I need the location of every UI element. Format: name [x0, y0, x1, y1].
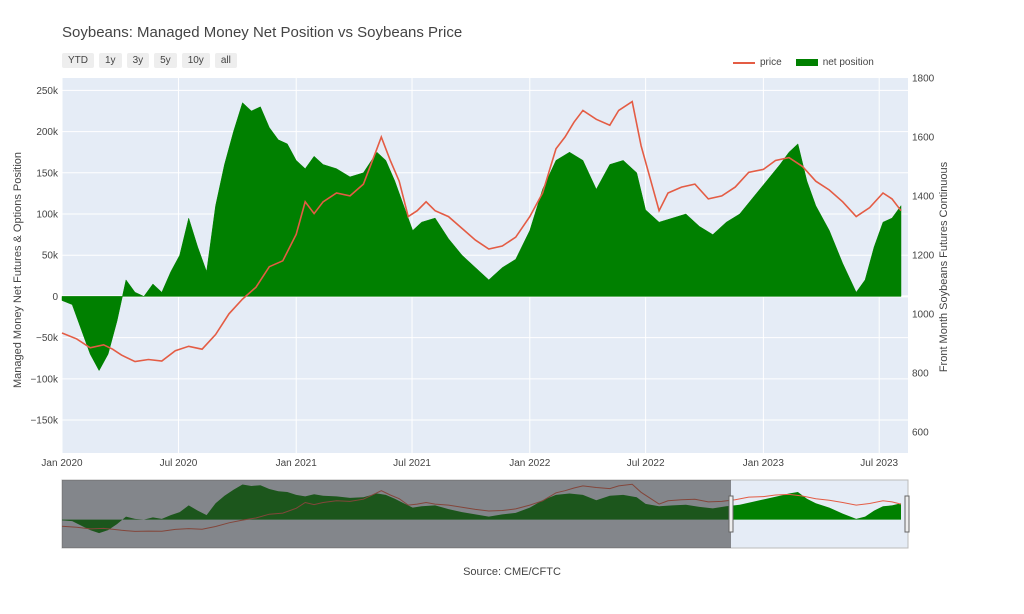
y-tick-label-left: 100k — [36, 209, 59, 220]
price-series — [61, 100, 902, 363]
plot-area — [62, 78, 908, 453]
legend: price net position — [733, 57, 874, 68]
slider-handle-left — [728, 495, 734, 533]
y-tick-label-left: 0 — [52, 292, 58, 303]
y-tick-label-left: 250k — [36, 86, 59, 97]
range-button-10y[interactable]: 10y — [181, 53, 210, 68]
slider-mask — [62, 480, 731, 548]
slider-net-position-series — [62, 484, 901, 534]
legend-swatch-price — [733, 61, 755, 64]
slider-price-series — [61, 483, 902, 532]
y-tick-label-right: 1200 — [912, 250, 935, 261]
y-axis-right-title: Front Month Soybeans Futures Continuous — [938, 161, 950, 373]
x-tick-label: Jul 2021 — [393, 458, 431, 469]
x-tick-label: Jan 2021 — [276, 458, 318, 469]
range-button-1y[interactable]: 1y — [99, 53, 122, 68]
y-tick-label-left: 200k — [36, 127, 59, 138]
slider-handle-right — [904, 495, 910, 533]
x-tick-label: Jul 2020 — [160, 458, 198, 469]
legend-swatch-net-position — [795, 59, 818, 66]
range-slider — [61, 479, 910, 549]
y-tick-label-left: −50k — [36, 333, 59, 344]
y-tick-label-left: 50k — [42, 251, 59, 262]
y-axis-left-title: Managed Money Net Futures & Options Posi… — [12, 151, 24, 389]
range-button-5y[interactable]: 5y — [154, 53, 177, 68]
legend-label-price: price — [760, 57, 782, 68]
x-tick-label: Jul 2023 — [860, 458, 898, 469]
chart-title: Soybeans: Managed Money Net Position vs … — [62, 24, 463, 41]
axis-ticks: 250k 200k 150k 100k 50k 0 −50k −100k −150k 1800 16… — [30, 74, 934, 470]
range-button-all[interactable]: all — [214, 53, 237, 68]
y-tick-label-right: 1600 — [912, 132, 935, 143]
slider-background — [61, 479, 909, 549]
legend-label-net-position: net position — [822, 57, 874, 68]
legend-item-price[interactable]: price — [733, 57, 782, 68]
y-tick-label-right: 1400 — [912, 191, 935, 202]
y-tick-label-right: 600 — [912, 427, 929, 438]
net-position-series — [61, 102, 902, 372]
legend-item-net-position[interactable]: net position — [795, 57, 874, 68]
range-button-ytd[interactable]: YTD — [62, 53, 94, 68]
net-position-area — [61, 102, 902, 372]
source-note: Source: CME/CFTC — [463, 566, 561, 578]
y-tick-label-left: 150k — [36, 168, 59, 179]
range-button-3y[interactable]: 3y — [126, 53, 150, 68]
x-tick-label: Jan 2022 — [509, 458, 551, 469]
x-tick-label: Jan 2020 — [41, 458, 83, 469]
y-tick-label-right: 1800 — [912, 74, 935, 85]
x-tick-label: Jul 2022 — [627, 458, 665, 469]
price-line — [61, 100, 902, 363]
x-tick-label: Jan 2023 — [743, 458, 785, 469]
y-tick-label-right: 1000 — [912, 309, 935, 320]
range-selector: YTD 1y 3y 5y 10y all — [62, 53, 237, 68]
y-tick-label-left: −150k — [30, 416, 59, 427]
y-tick-label-left: −100k — [30, 374, 59, 385]
gridlines — [61, 78, 908, 453]
y-tick-label-right: 800 — [912, 368, 929, 379]
